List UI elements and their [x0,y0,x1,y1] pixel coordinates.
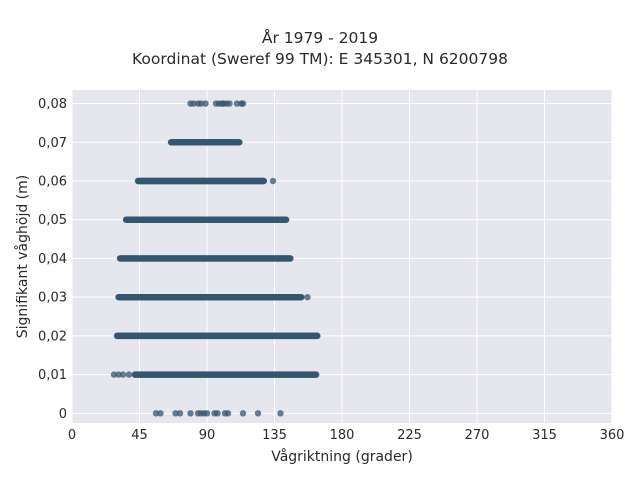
data-point [283,216,290,223]
y-axis-label: Signifikant våghöjd (m) [14,175,31,338]
data-point [187,410,194,417]
y-tick-label: 0,03 [38,291,67,306]
data-point [239,410,247,417]
x-tick-label: 180 [330,428,355,443]
data-point [226,100,233,107]
data-point [157,410,164,417]
data-point [172,410,179,417]
data-point [277,410,284,417]
data-point [152,410,160,417]
y-axis-ticks: 0 0,01 0,02 0,03 0,04 0,05 0,06 0,07 0,08 [38,97,67,422]
data-point [119,371,127,378]
x-tick-label: 270 [465,428,490,443]
data-point [190,100,197,107]
data-point [203,410,211,417]
data-point [202,100,209,107]
data-point [269,177,277,185]
data-point [125,371,133,378]
chart-title-line1: År 1979 - 2019 [261,29,379,47]
data-point [287,255,294,262]
y-tick-label: 0 [59,407,67,422]
data-point [214,410,221,417]
x-axis-label: Vågriktning (grader) [271,448,413,465]
data-point [304,293,311,301]
data-point [110,371,118,378]
data-point [314,332,321,340]
x-tick-label: 315 [532,428,557,443]
data-point [297,293,305,301]
data-point [254,410,262,417]
data-point [236,139,243,146]
data-point [260,177,267,185]
y-tick-label: 0,01 [38,368,67,383]
y-tick-label: 0,07 [38,136,67,151]
data-points [110,100,321,417]
x-tick-label: 90 [199,428,216,443]
x-tick-label: 0 [68,428,76,443]
x-tick-label: 135 [262,428,287,443]
data-point [224,410,232,417]
x-tick-label: 45 [131,428,148,443]
x-axis-ticks: 0 45 90 135 180 225 270 315 360 [68,428,625,443]
y-tick-label: 0,02 [38,329,67,344]
data-point [176,410,184,417]
y-tick-label: 0,08 [38,97,67,112]
data-point [239,100,247,107]
data-point [197,100,205,107]
data-point [233,100,241,107]
x-tick-label: 225 [397,428,422,443]
data-point [115,371,122,378]
data-point [313,371,320,378]
chart-title-line2: Koordinat (Sweref 99 TM): E 345301, N 62… [132,50,508,68]
y-tick-label: 0,05 [38,213,67,228]
y-tick-label: 0,04 [38,252,67,267]
x-tick-label: 360 [600,428,625,443]
y-tick-label: 0,06 [38,174,67,189]
